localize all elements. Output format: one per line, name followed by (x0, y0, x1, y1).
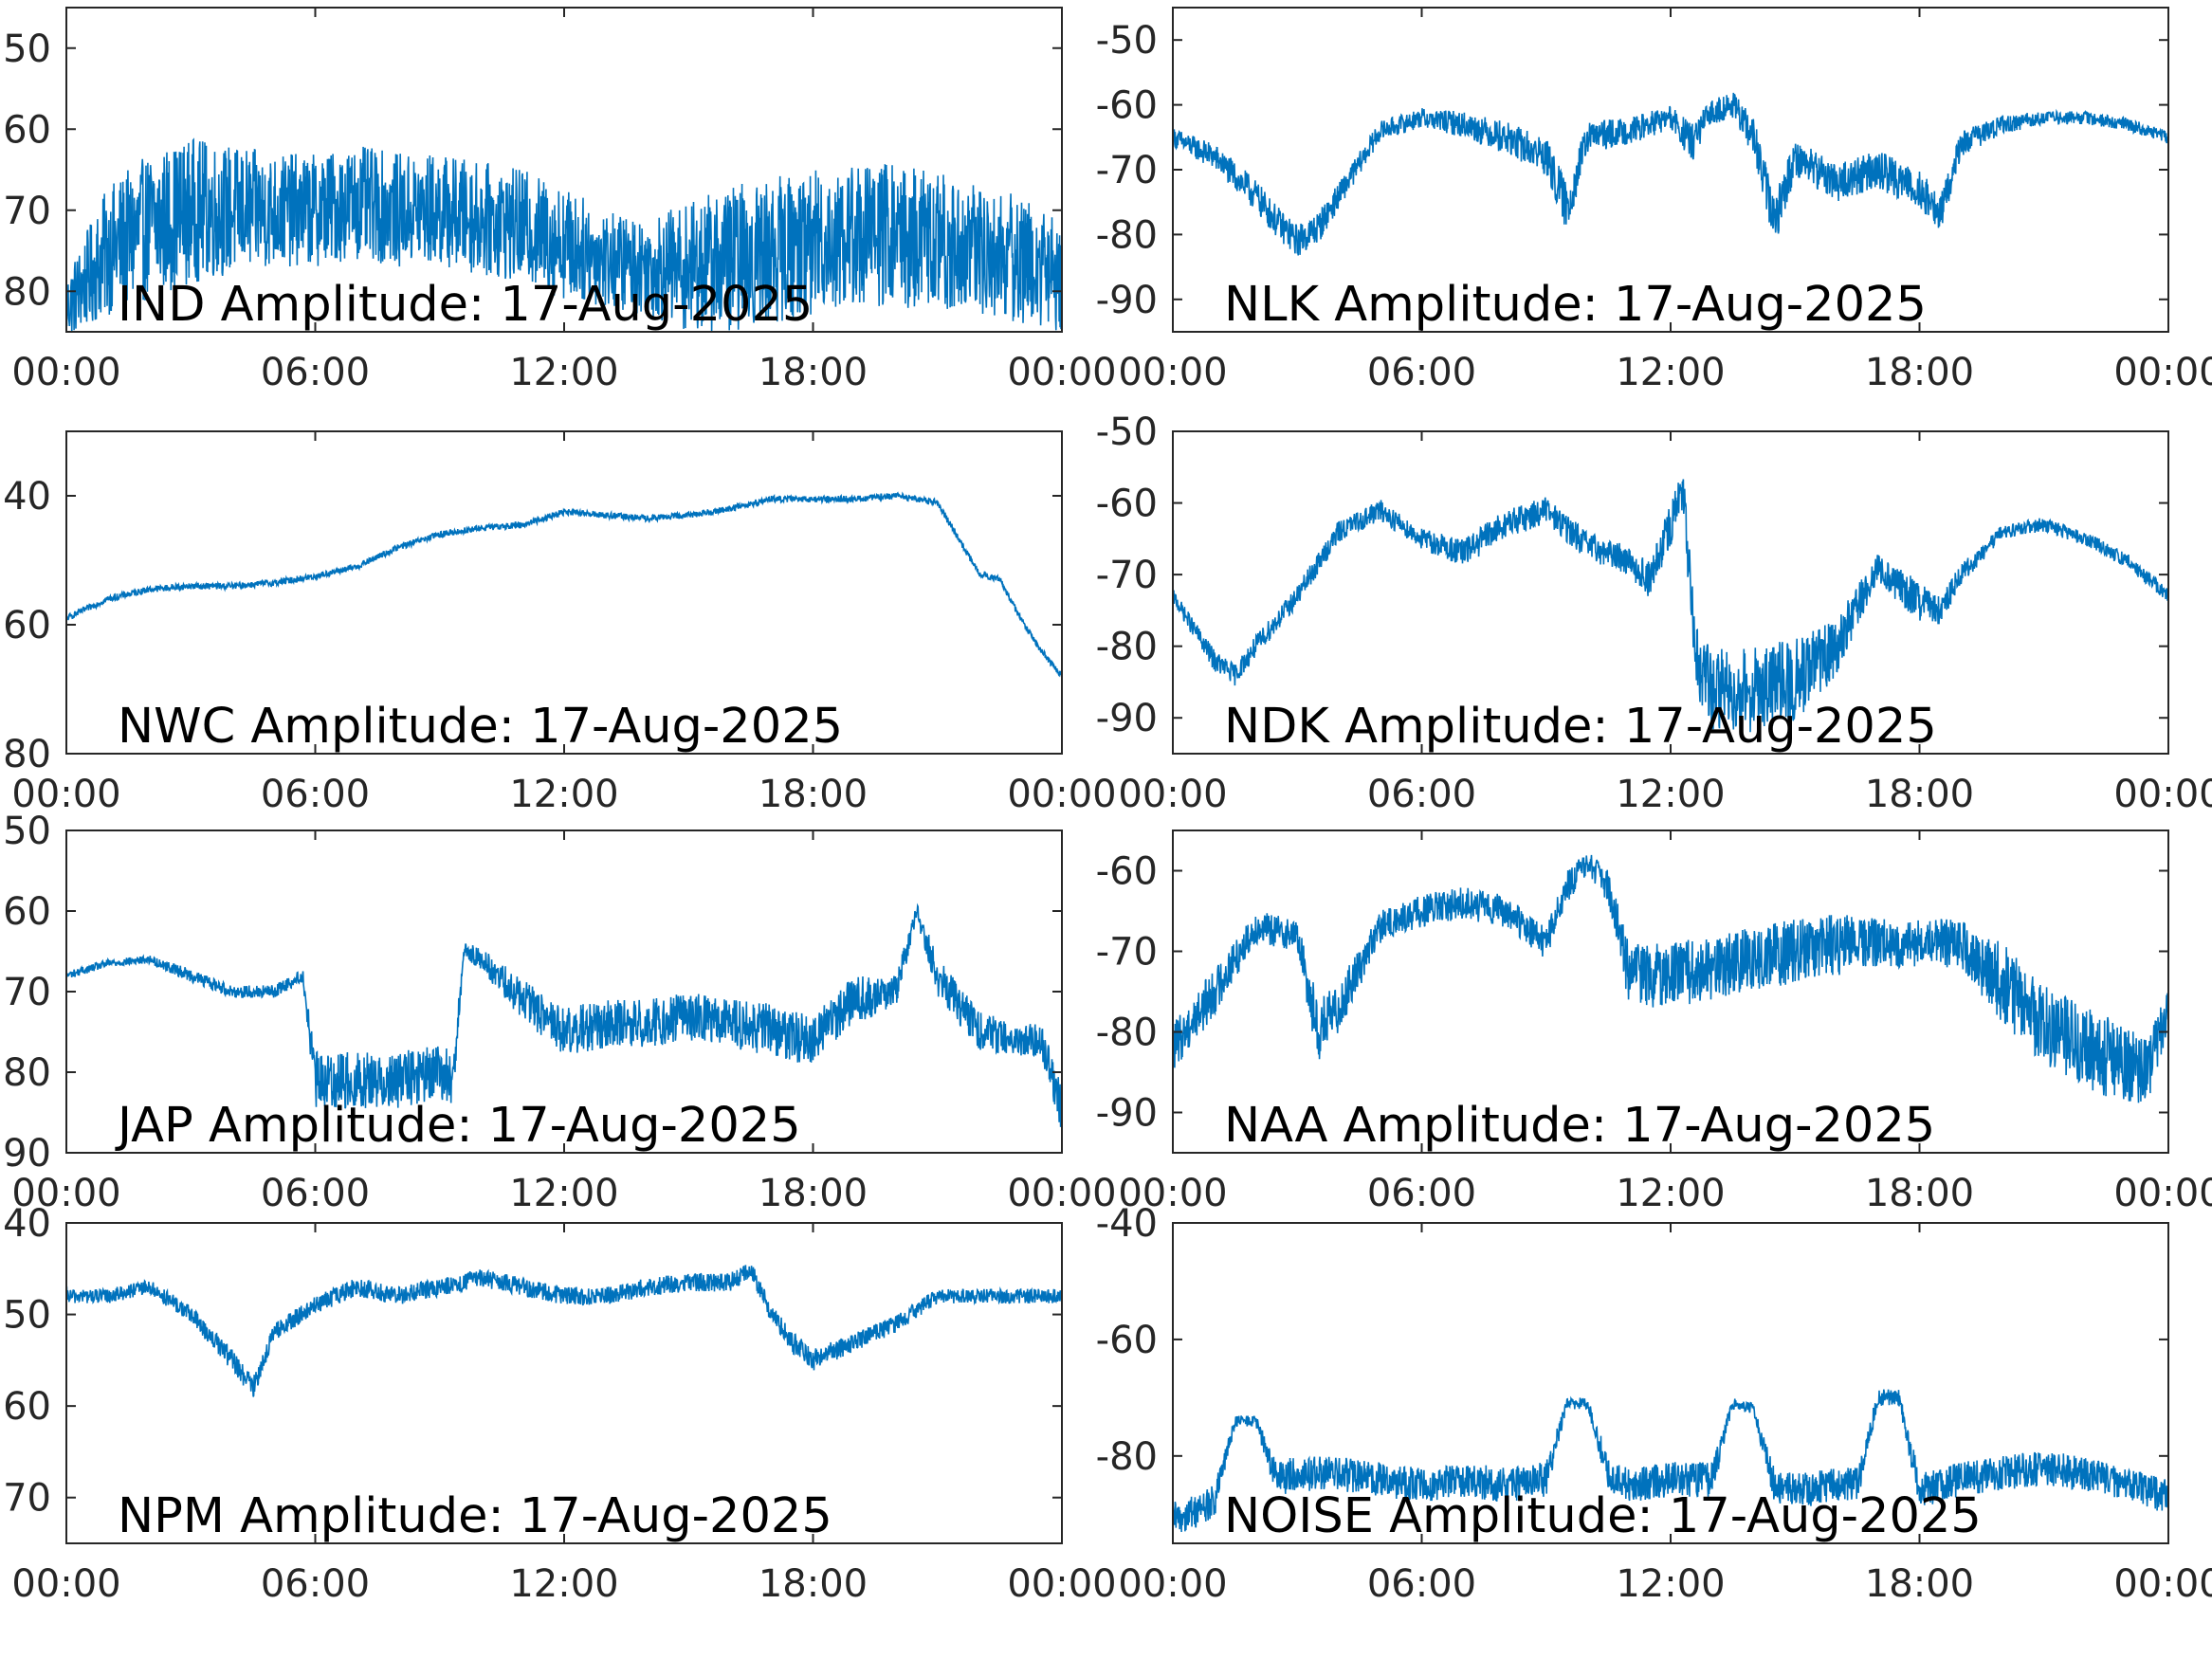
x-tick-label: 18:00 (759, 1562, 868, 1606)
y-tick-label: -70 (1096, 931, 1158, 975)
panel-title: NPM Amplitude: 17-Aug-2025 (118, 1488, 832, 1544)
x-tick-label: 18:00 (759, 773, 868, 816)
x-tick-label: 00:00 (1118, 1562, 1227, 1606)
y-tick-label: 40 (3, 1202, 51, 1246)
y-tick-label: -80 (1096, 1435, 1158, 1479)
x-tick-label: 06:00 (261, 351, 370, 394)
series-line-0 (1173, 92, 2168, 256)
series-line-0 (1173, 1389, 2168, 1533)
y-tick-label: -80 (1096, 626, 1158, 669)
x-tick-label: 06:00 (261, 1562, 370, 1606)
chart-panel-7: 00:00 06:00 12:00 18:00 00:00 -40 -60 -80 NOISE … (1096, 1202, 2212, 1606)
series-line-0 (1173, 479, 2168, 733)
x-tick-label: 00:00 (1118, 351, 1227, 394)
x-tick-label: 00:00 (1007, 1172, 1116, 1215)
y-tick-label: -40 (1096, 1202, 1158, 1246)
y-tick-label: -80 (1096, 1012, 1158, 1055)
panel-title: JAP Amplitude: 17-Aug-2025 (115, 1098, 801, 1154)
y-tick-label: -80 (1096, 213, 1158, 257)
x-tick-label: 06:00 (1367, 351, 1476, 394)
panel-title: NOISE Amplitude: 17-Aug-2025 (1224, 1488, 1982, 1544)
chart-panel-0: 00:00 06:00 12:00 18:00 00:00 50 60 70 80 IND Amp… (3, 7, 1117, 394)
panel-title: NAA Amplitude: 17-Aug-2025 (1224, 1098, 1935, 1154)
x-tick-label: 06:00 (1367, 773, 1476, 816)
panel-title: NLK Amplitude: 17-Aug-2025 (1224, 277, 1927, 333)
y-tick-label: -90 (1096, 697, 1158, 740)
x-tick-label: 12:00 (509, 351, 618, 394)
x-tick-label: 00:00 (1007, 351, 1116, 394)
y-tick-label: 60 (3, 890, 51, 934)
x-tick-label: 12:00 (1616, 351, 1725, 394)
y-tick-label: 60 (3, 1385, 51, 1429)
y-tick-label: -90 (1096, 1092, 1158, 1136)
x-tick-label: 12:00 (1616, 1562, 1725, 1606)
x-tick-label: 06:00 (261, 1172, 370, 1215)
y-tick-label: 60 (3, 604, 51, 647)
chart-panel-5: 00:00 06:00 12:00 18:00 00:00 -60 -70 -80 -90 NAA… (1096, 830, 2212, 1215)
x-tick-label: 00:00 (11, 1562, 120, 1606)
y-tick-label: 50 (3, 27, 51, 71)
x-tick-label: 00:00 (2113, 1172, 2212, 1215)
x-tick-label: 00:00 (11, 773, 120, 816)
series-line-0 (66, 1265, 1062, 1397)
y-tick-label: -50 (1096, 410, 1158, 454)
y-tick-label: 90 (3, 1132, 51, 1176)
chart-panel-4: 00:00 06:00 12:00 18:00 00:00 50 60 70 80 90 JAP A… (3, 810, 1117, 1215)
y-tick-label: 80 (3, 270, 51, 314)
series-line-0 (66, 491, 1062, 679)
x-tick-label: 12:00 (509, 773, 618, 816)
x-tick-label: 00:00 (1118, 773, 1227, 816)
y-tick-label: 50 (3, 810, 51, 853)
x-tick-label: 18:00 (1865, 351, 1974, 394)
x-tick-label: 00:00 (2113, 351, 2212, 394)
chart-panel-1: 00:00 06:00 12:00 18:00 00:00 -50 -60 -70 -80 -90… (1096, 7, 2212, 394)
chart-panel-6: 00:00 06:00 12:00 18:00 00:00 40 50 60 70 NPM Amp… (3, 1202, 1117, 1606)
panel-title: NDK Amplitude: 17-Aug-2025 (1224, 699, 1937, 755)
x-tick-label: 00:00 (2113, 1562, 2212, 1606)
y-tick-label: -70 (1096, 149, 1158, 192)
x-tick-label: 12:00 (509, 1172, 618, 1215)
y-tick-label: 40 (3, 475, 51, 519)
x-tick-label: 18:00 (1865, 773, 1974, 816)
x-tick-label: 18:00 (759, 1172, 868, 1215)
y-tick-label: 70 (3, 190, 51, 233)
x-tick-label: 06:00 (1367, 1172, 1476, 1215)
y-tick-label: -70 (1096, 554, 1158, 597)
x-tick-label: 06:00 (261, 773, 370, 816)
panel-title: IND Amplitude: 17-Aug-2025 (118, 277, 813, 333)
chart-panel-3: 00:00 06:00 12:00 18:00 00:00 -50 -60 -70 -80 -90… (1096, 410, 2212, 816)
series-line-0 (66, 137, 1062, 332)
x-tick-label: 12:00 (509, 1562, 618, 1606)
x-tick-label: 00:00 (11, 1172, 120, 1215)
y-tick-label: -60 (1096, 84, 1158, 128)
series-line-0 (66, 902, 1062, 1127)
y-tick-label: -60 (1096, 850, 1158, 894)
x-tick-label: 00:00 (11, 351, 120, 394)
y-tick-label: 80 (3, 1051, 51, 1095)
y-tick-label: 70 (3, 971, 51, 1014)
x-tick-label: 12:00 (1616, 1172, 1725, 1215)
y-tick-label: -90 (1096, 279, 1158, 322)
x-tick-label: 18:00 (1865, 1562, 1974, 1606)
x-tick-label: 18:00 (759, 351, 868, 394)
x-tick-label: 18:00 (1865, 1172, 1974, 1215)
x-tick-label: 00:00 (2113, 773, 2212, 816)
x-tick-label: 12:00 (1616, 773, 1725, 816)
x-tick-label: 00:00 (1118, 1172, 1227, 1215)
y-tick-label: -60 (1096, 1319, 1158, 1362)
y-tick-label: 80 (3, 733, 51, 776)
y-tick-label: 60 (3, 108, 51, 152)
series-line-0 (1173, 854, 2168, 1103)
x-tick-label: 00:00 (1007, 1562, 1116, 1606)
panel-title: NWC Amplitude: 17-Aug-2025 (118, 699, 843, 755)
x-tick-label: 06:00 (1367, 1562, 1476, 1606)
chart-panel-2: 00:00 06:00 12:00 18:00 00:00 40 60 80 NWC Ampli… (3, 430, 1117, 816)
x-tick-label: 00:00 (1007, 773, 1116, 816)
y-tick-label: -60 (1096, 483, 1158, 526)
y-tick-label: -50 (1096, 19, 1158, 63)
y-tick-label: 70 (3, 1477, 51, 1521)
y-tick-label: 50 (3, 1294, 51, 1338)
